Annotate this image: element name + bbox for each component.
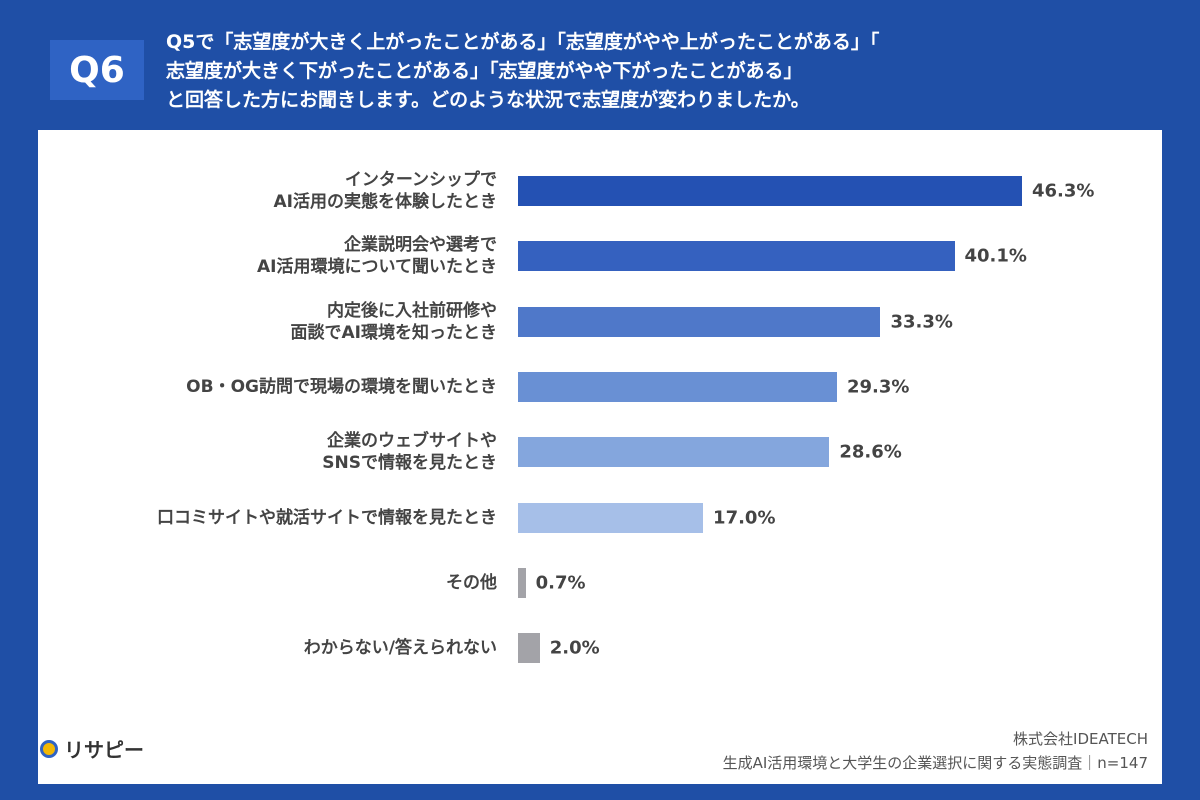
value-label: 29.3% (846, 376, 910, 398)
footer-company: 株式会社IDEATECH (1013, 730, 1148, 748)
footer-survey: 生成AI活用環境と大学生の企業選択に関する実態調査｜n=147 (722, 754, 1148, 772)
category-label: 企業説明会や選考で AI活用環境について聞いたとき (257, 235, 497, 278)
category-label: 口コミサイトや就活サイトで情報を見たとき (157, 507, 497, 528)
bar (518, 371, 837, 402)
bar (518, 633, 540, 664)
question-badge: Q6 (50, 40, 144, 100)
value-label: 46.3% (1032, 180, 1095, 202)
bar (518, 241, 955, 272)
value-label: 28.6% (839, 441, 902, 463)
logo-icon (40, 739, 58, 758)
value-label: 2.0% (549, 637, 600, 659)
chart-title: Q5で「志望度が大きく上がったことがある」「志望度がやや上がったことがある」「 … (166, 31, 880, 111)
bar (518, 176, 1022, 206)
bar (518, 437, 830, 468)
category-label: インターンシップで AI活用の実態を体験したとき (273, 170, 497, 212)
category-label: その他 (446, 572, 497, 593)
logo: リサピー (40, 734, 144, 763)
logo-text: リサピー (64, 738, 144, 762)
value-label: 40.1% (964, 245, 1027, 267)
bar (518, 502, 704, 533)
value-label: 17.0% (713, 507, 776, 528)
bar (518, 306, 881, 337)
category-label: わからない/答えられない (303, 638, 497, 659)
value-label: 33.3% (890, 311, 953, 333)
value-label: 0.7% (535, 572, 586, 594)
category-label: 内定後に入社前研修や 面談でAI環境を知ったとき (290, 300, 497, 343)
category-label: OB・OG訪問で現場の環境を聞いたとき (186, 376, 497, 397)
category-label: 企業のウェブサイトや SNSで情報を見たとき (322, 431, 497, 474)
bar (518, 567, 526, 598)
